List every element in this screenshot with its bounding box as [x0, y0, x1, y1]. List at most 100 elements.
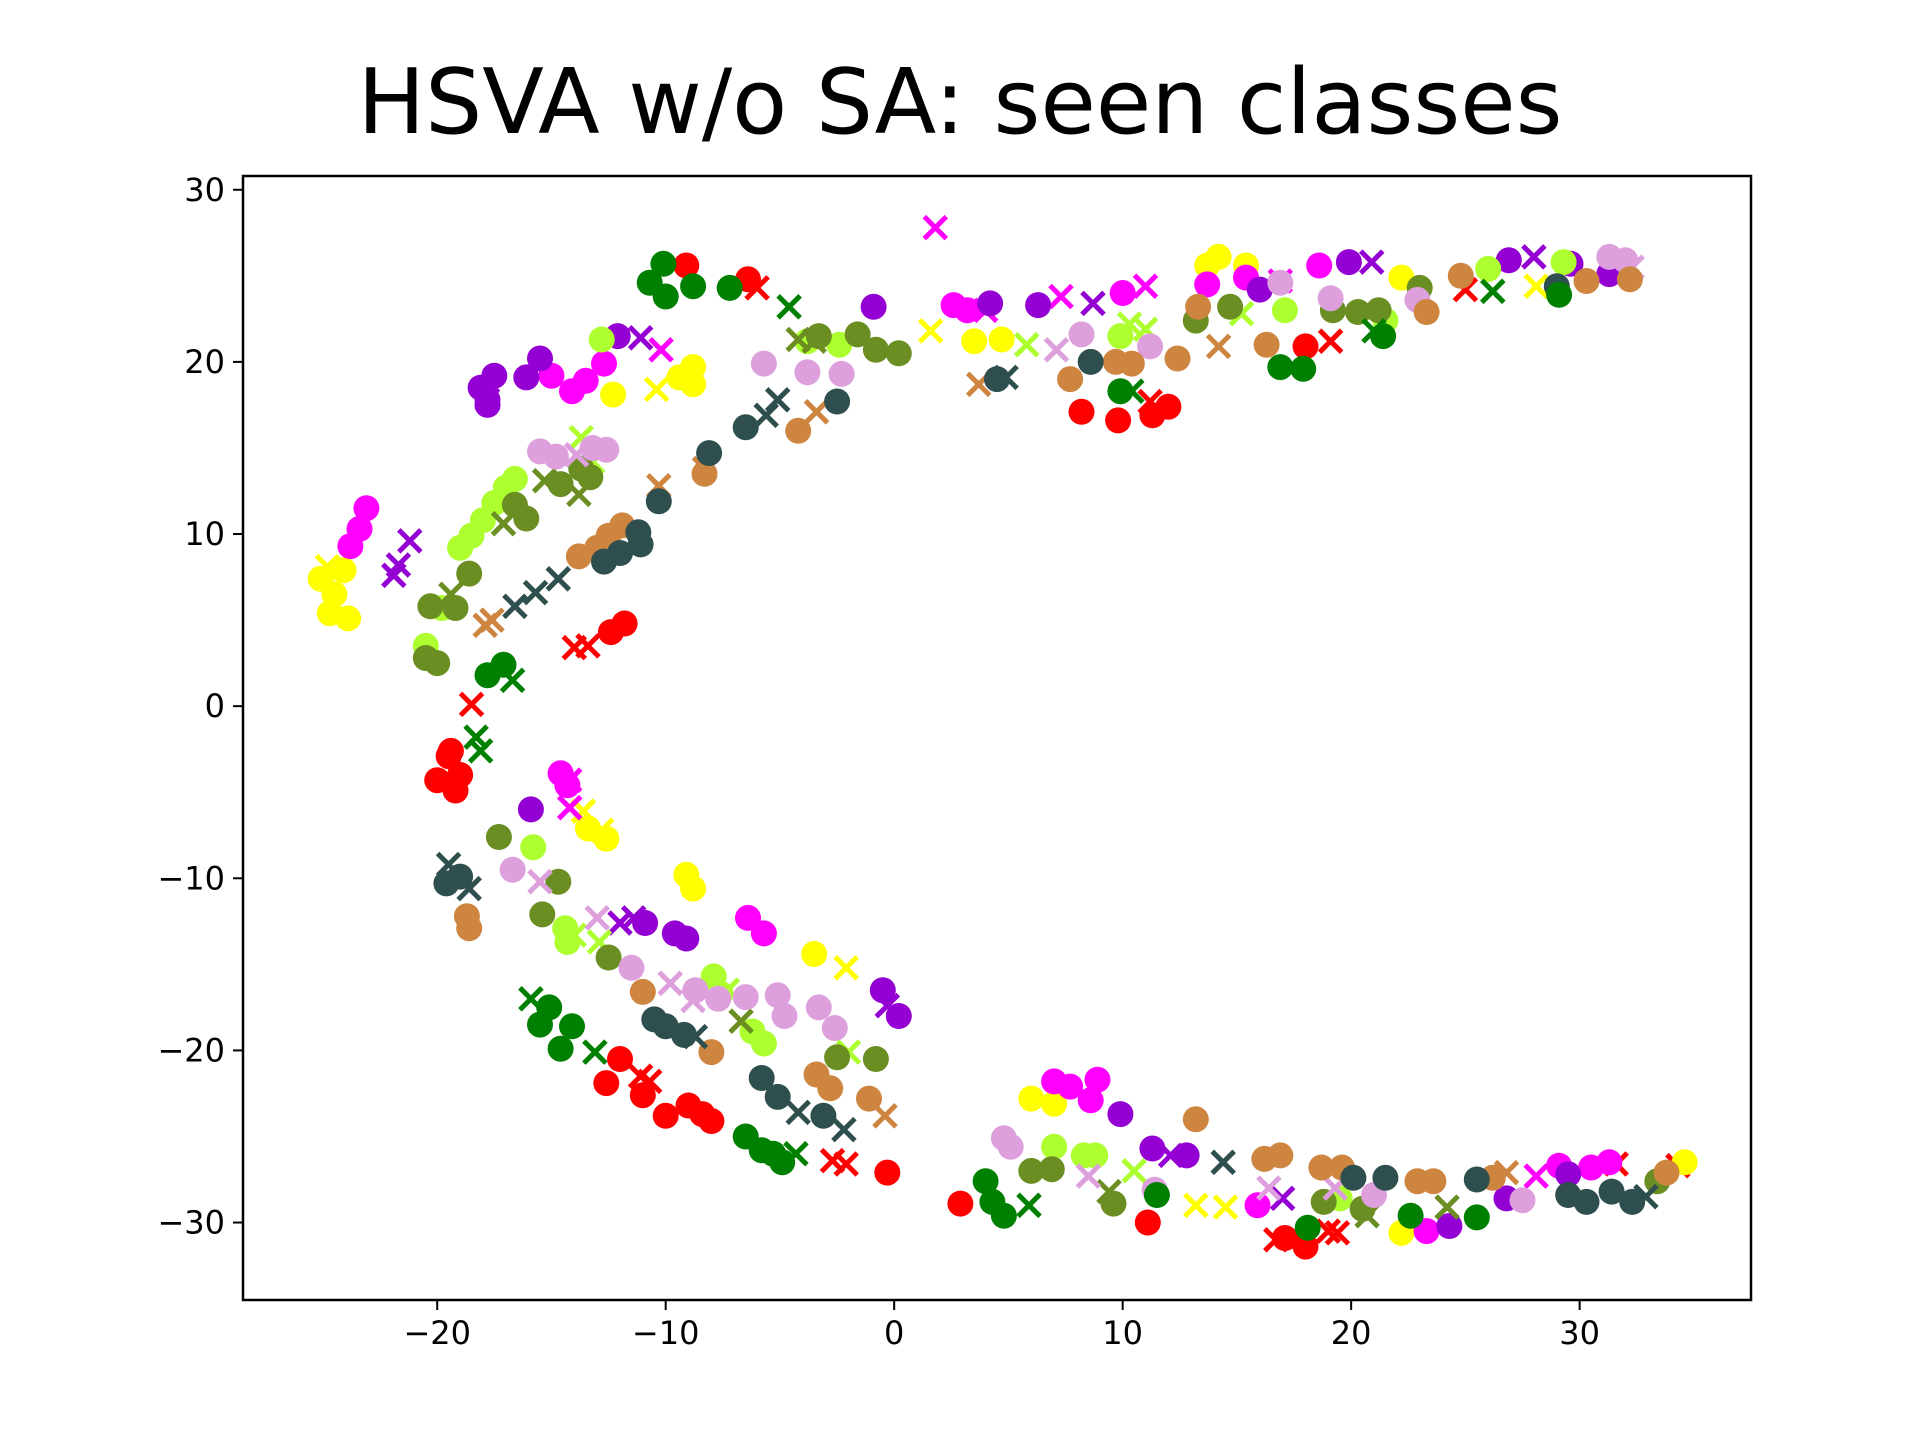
scatter-point-circle-s5-10 — [485, 824, 512, 850]
scatter-point-circle-s6-14 — [794, 359, 821, 386]
scatter-marks — [307, 214, 1698, 1260]
scatter-point-circle-s5-4 — [456, 560, 483, 587]
scatter-point-circle-s6-5 — [618, 954, 645, 981]
scatter-point-cross-s9-0 — [463, 724, 489, 750]
scatter-point-circle-s4-7 — [501, 465, 528, 492]
scatter-point-cross-s7-5 — [872, 1103, 898, 1129]
y-tick-label: 0 — [205, 687, 225, 725]
scatter-point-circle-s7-28 — [1573, 268, 1600, 294]
scatter-point-circle-s6-10 — [771, 1003, 798, 1029]
scatter-point-circle-s6-7 — [705, 985, 732, 1012]
scatter-point-cross-s0-12 — [1324, 1220, 1351, 1246]
scatter-point-circle-s1-13 — [801, 941, 828, 967]
scatter-point-circle-s7-19 — [1182, 1106, 1209, 1133]
scatter-point-circle-s3-23 — [1436, 1213, 1463, 1239]
scatter-point-circle-s8-23 — [1598, 1178, 1625, 1205]
y-tick-label: 10 — [184, 515, 225, 553]
scatter-point-circle-s7-29 — [1616, 266, 1643, 293]
scatter-point-cross-s5-3 — [566, 481, 592, 508]
scatter-point-circle-s7-17 — [1185, 293, 1212, 320]
scatter-point-circle-s3-19 — [1246, 276, 1273, 303]
scatter-point-circle-s7-8 — [629, 978, 656, 1005]
scatter-point-cross-s1-6 — [1183, 1192, 1209, 1219]
scatter-point-circle-s8-22 — [1573, 1188, 1600, 1215]
scatter-point-circle-s9-4 — [559, 1013, 585, 1040]
scatter-point-circle-s1-15 — [988, 326, 1015, 353]
scatter-point-cross-s9-6 — [783, 1140, 809, 1167]
y-tick-label: 20 — [184, 343, 225, 381]
scatter-point-circle-s4-26 — [1550, 249, 1577, 276]
scatter-point-circle-s5-26 — [1365, 297, 1392, 324]
scatter-point-circle-s0-9 — [629, 1082, 656, 1109]
scatter-point-cross-s2-8 — [1523, 1163, 1549, 1189]
scatter-point-circle-s8-3 — [607, 540, 633, 566]
scatter-point-circle-s5-23 — [1217, 293, 1244, 320]
scatter-point-cross-s6-3 — [657, 970, 684, 997]
scatter-point-cross-s8-11 — [1210, 1149, 1236, 1176]
scatter-point-circle-s0-15 — [673, 252, 700, 279]
scatter-point-circle-s1-14 — [961, 328, 988, 355]
scatter-point-cross-s1-0 — [314, 553, 341, 580]
scatter-point-circle-s2-12 — [954, 297, 981, 324]
scatter-point-circle-s4-20 — [1082, 1142, 1109, 1169]
scatter-point-cross-s0-5 — [744, 275, 770, 301]
scatter-point-circle-s9-5 — [547, 1035, 574, 1062]
scatter-point-circle-s3-10 — [673, 925, 700, 952]
scatter-point-circle-s6-20 — [1317, 285, 1344, 312]
scatter-point-cross-s3-6 — [620, 905, 647, 931]
scatter-point-cross-s8-2 — [502, 593, 528, 620]
scatter-point-circle-s1-10 — [673, 861, 700, 888]
scatter-point-circle-s9-17 — [769, 1149, 796, 1176]
scatter-point-circle-s3-11 — [860, 293, 887, 320]
scatter-point-cross-s8-1 — [456, 875, 482, 902]
scatter-point-circle-s9-18 — [1143, 1182, 1170, 1208]
scatter-point-cross-s1-7 — [1212, 1194, 1239, 1220]
scatter-point-circle-s8-17 — [1077, 348, 1104, 375]
scatter-point-circle-s7-6 — [691, 460, 718, 487]
plot-area-frame — [241, 174, 1753, 1302]
scatter-point-circle-s5-9 — [577, 464, 604, 491]
scatter-point-cross-s8-7 — [682, 1023, 709, 1050]
scatter-point-cross-s7-7 — [1205, 333, 1232, 360]
scatter-point-circle-s2-0 — [353, 495, 380, 522]
scatter-point-cross-s4-6 — [1013, 331, 1040, 358]
scatter-point-circle-s9-6 — [650, 250, 677, 277]
scatter-point-circle-s9-19 — [1294, 1214, 1321, 1241]
scatter-point-circle-s3-5 — [513, 364, 540, 391]
scatter-point-cross-s2-3 — [556, 794, 583, 821]
scatter-point-circle-s0-23 — [1134, 1209, 1161, 1236]
scatter-point-circle-s5-14 — [844, 321, 871, 348]
scatter-point-cross-s8-6 — [753, 402, 779, 429]
scatter-point-cross-s1-1 — [588, 817, 615, 843]
scatter-point-cross-s0-9 — [1317, 328, 1344, 354]
scatter-point-circle-s9-10 — [716, 274, 743, 301]
scatter-point-circle-s5-6 — [513, 505, 540, 532]
scatter-point-cross-s0-0 — [458, 691, 485, 718]
scatter-point-circle-s6-12 — [821, 1015, 848, 1041]
scatter-point-circle-s8-24 — [1619, 1188, 1646, 1215]
scatter-point-cross-s9-2 — [499, 667, 526, 694]
chart-title: HSVA w/o SA: seen classes — [357, 50, 1563, 155]
scatter-point-circle-s2-2 — [337, 533, 364, 560]
scatter-point-circle-s7-18 — [1253, 331, 1280, 358]
scatter-point-cross-s1-5 — [917, 318, 944, 344]
scatter-point-circle-s2-9 — [735, 904, 761, 931]
scatter-point-cross-s0-10 — [1263, 1227, 1289, 1253]
scatter-point-cross-s9-4 — [582, 1039, 608, 1065]
scatter-point-cross-s4-7 — [1116, 311, 1143, 337]
scatter-point-circle-s8-7 — [696, 440, 723, 467]
scatter-point-circle-s6-1 — [543, 443, 569, 470]
scatter-point-circle-s5-19 — [862, 1046, 889, 1072]
scatter-point-circle-s1-3 — [335, 605, 362, 632]
x-tick-label: 0 — [884, 1314, 904, 1352]
scatter-point-circle-s0-19 — [1105, 407, 1132, 434]
scatter-point-circle-s3-17 — [1139, 1135, 1166, 1162]
scatter-point-cross-s2-2 — [556, 767, 583, 793]
x-tick-label: 10 — [1102, 1314, 1143, 1352]
y-tick-label: −20 — [157, 1031, 225, 1069]
scatter-point-circle-s8-19 — [1372, 1164, 1399, 1191]
scatter-point-circle-s3-16 — [1107, 1101, 1134, 1128]
scatter-point-circle-s8-20 — [1463, 1166, 1490, 1193]
scatter-point-circle-s2-6 — [591, 350, 617, 377]
